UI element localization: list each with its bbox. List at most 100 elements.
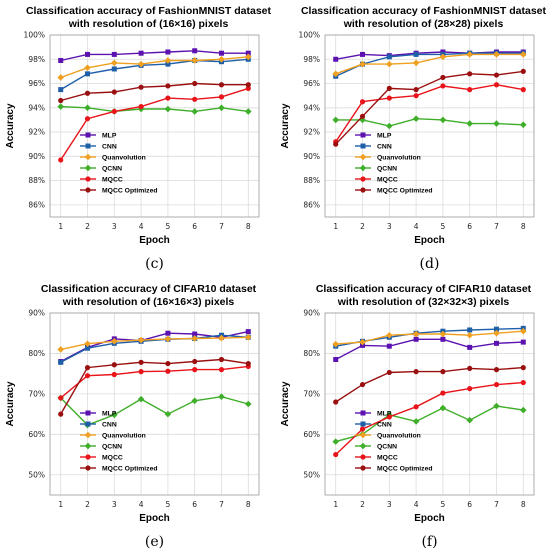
data-point	[84, 116, 91, 122]
y-tick-label: 88%	[303, 176, 320, 185]
x-tick-label: 4	[414, 500, 419, 509]
data-point	[137, 60, 145, 68]
legend-label: MQCC	[377, 176, 398, 183]
data-point	[360, 51, 366, 57]
data-point	[85, 345, 91, 351]
series-mqcc	[58, 363, 251, 401]
legend-swatch-marker	[85, 143, 91, 149]
series-line	[335, 381, 524, 456]
plot-frame	[324, 312, 535, 496]
plot-frame	[49, 34, 260, 218]
data-point	[111, 51, 117, 57]
data-point	[386, 54, 392, 60]
data-point	[466, 51, 473, 58]
data-point	[413, 51, 419, 57]
y-axis-label: Accuracy	[5, 381, 16, 426]
data-point	[191, 397, 198, 405]
data-point	[137, 395, 145, 403]
legend-label: MQCC Optimized	[377, 187, 433, 194]
data-point	[137, 336, 145, 344]
x-axis-label: Epoch	[139, 513, 170, 524]
figure-caption: (c)	[145, 256, 164, 272]
series-line	[60, 334, 249, 363]
legend-swatch-marker	[85, 421, 91, 427]
data-point	[245, 82, 251, 88]
data-point	[245, 85, 251, 91]
data-point	[333, 357, 339, 363]
data-point	[520, 339, 526, 345]
plot-frame	[324, 34, 535, 218]
legend-label: MLP	[377, 132, 392, 139]
data-point	[520, 365, 526, 371]
data-point	[218, 393, 225, 401]
series-mqcc	[333, 379, 526, 458]
series-mqcc	[333, 82, 526, 145]
data-point	[439, 53, 447, 61]
series-line	[60, 358, 249, 415]
data-point	[165, 83, 171, 89]
legend-label: MQCC	[102, 176, 123, 183]
y-tick-label: 94%	[28, 103, 45, 112]
x-tick-label: 3	[112, 500, 117, 509]
legend-label: MQCC Optimized	[102, 187, 158, 194]
data-point	[412, 115, 420, 123]
data-point	[520, 379, 526, 386]
x-tick-label: 8	[521, 500, 526, 509]
legend-swatch-marker	[359, 442, 367, 450]
chart-e-title-line-1: with resolution of (16×16×3) pixels	[62, 296, 235, 308]
series-qcnn	[57, 103, 252, 115]
chart-e-svg: Classification accuracy of CIFAR10 datas…	[5, 283, 260, 550]
legend-label: QCNN	[377, 165, 397, 172]
data-point	[466, 331, 473, 339]
chart-panel-c: Classification accuracy of FashionMNIST …	[0, 0, 275, 277]
data-point	[84, 104, 91, 112]
data-point	[466, 416, 473, 424]
data-point	[386, 122, 393, 130]
series-mqcc-optimized	[58, 356, 251, 417]
y-tick-label: 98%	[303, 55, 320, 64]
chart-c-svg: Classification accuracy of FashionMNIST …	[5, 5, 272, 272]
data-point	[58, 395, 64, 401]
data-point	[164, 57, 172, 64]
y-tick-label: 88%	[28, 176, 45, 185]
data-point	[439, 404, 447, 412]
legend-label: Quanvolution	[102, 154, 146, 161]
data-point	[218, 82, 225, 88]
data-point	[493, 340, 499, 346]
series-line	[60, 330, 249, 363]
data-point	[333, 451, 339, 458]
x-axis-label: Epoch	[414, 513, 445, 524]
series-line	[335, 117, 524, 127]
series-line	[335, 330, 524, 345]
data-point	[520, 68, 526, 74]
legend-swatch-marker	[359, 153, 367, 161]
figure-caption: (d)	[420, 256, 440, 272]
series-line	[335, 53, 524, 75]
series-line	[335, 52, 524, 77]
y-tick-label: 96%	[28, 79, 45, 88]
y-tick-label: 86%	[28, 200, 45, 209]
series-line	[335, 405, 524, 443]
chart-panel-f: Classification accuracy of CIFAR10 datas…	[275, 278, 550, 555]
legend-label: CNN	[102, 421, 117, 428]
x-tick-label: 5	[166, 500, 171, 509]
data-point	[412, 59, 420, 67]
y-tick-label: 50%	[28, 470, 45, 479]
series-line	[335, 83, 524, 143]
data-point	[165, 49, 171, 55]
x-tick-label: 1	[333, 500, 338, 509]
y-tick-label: 70%	[28, 389, 45, 398]
legend-label: MLP	[377, 410, 392, 417]
x-tick-label: 5	[166, 222, 171, 231]
data-point	[493, 51, 500, 58]
x-tick-label: 2	[360, 500, 365, 509]
data-point	[493, 120, 500, 127]
chart-f-title-line-0: Classification accuracy of CIFAR10 datas…	[316, 283, 532, 295]
x-tick-label: 1	[58, 500, 63, 509]
data-point	[493, 402, 500, 410]
y-tick-label: 80%	[28, 349, 45, 358]
data-point	[192, 331, 198, 337]
x-tick-label: 1	[333, 222, 338, 231]
x-tick-label: 8	[246, 500, 251, 509]
chart-f-title-line-1: with resolution of (32×32×3) pixels	[337, 296, 510, 308]
